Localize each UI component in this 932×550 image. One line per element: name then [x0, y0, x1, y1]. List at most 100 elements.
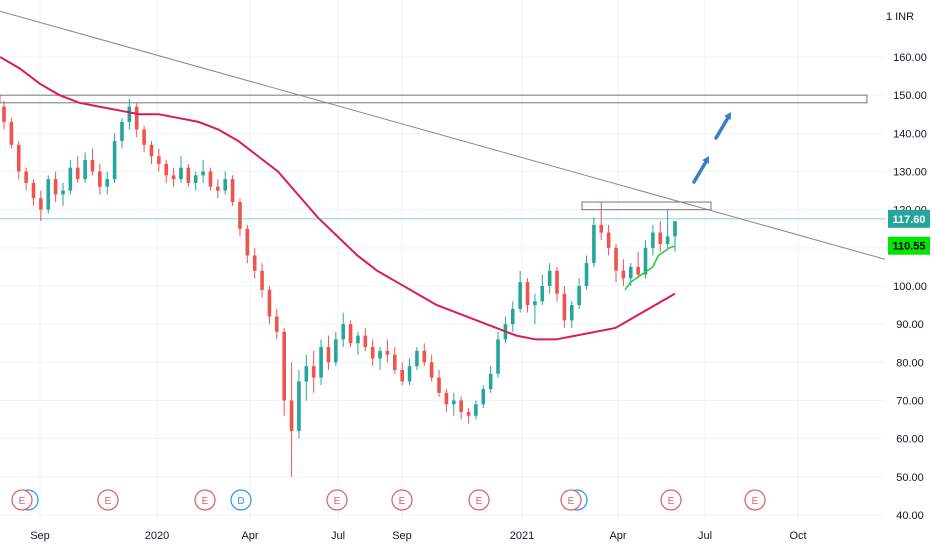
candle-body [474, 404, 478, 416]
candle-body [444, 392, 449, 405]
candle [533, 293, 537, 325]
candle [510, 301, 515, 332]
candle [260, 263, 264, 298]
y-tick-label: 90.00 [896, 319, 924, 331]
candle-body [267, 289, 272, 317]
candle-body [61, 190, 65, 195]
event-label: E [105, 496, 112, 507]
candle [407, 358, 412, 386]
tag-box [888, 209, 930, 228]
event-label: E [752, 496, 759, 507]
candle-series [2, 98, 677, 477]
x-tick-label: Jul [698, 530, 712, 542]
candle [555, 266, 559, 302]
candle-body [385, 350, 390, 355]
candle-body [238, 202, 242, 229]
candle [606, 224, 611, 256]
candle [547, 263, 552, 294]
arrow-annotations[interactable] [692, 112, 731, 184]
up-arrow [714, 112, 731, 140]
candle [282, 327, 286, 416]
candle [75, 156, 80, 183]
candle [245, 224, 250, 264]
candle-body [459, 400, 463, 412]
last-price-tag: 117.60 [888, 209, 930, 228]
candle [459, 396, 463, 420]
candle-body [415, 350, 419, 367]
y-tick-label: 80.00 [896, 357, 924, 369]
earnings-event-marker: E [744, 489, 766, 511]
candle [289, 362, 294, 477]
candle-body [157, 156, 161, 164]
resistance-zones[interactable] [0, 94, 868, 211]
candle [451, 392, 456, 416]
candle-body [9, 121, 14, 145]
x-tick-label: Oct [789, 530, 806, 542]
candle [105, 171, 110, 195]
candle [658, 221, 663, 252]
candle [400, 362, 404, 386]
y-tick-label: 70.00 [896, 396, 924, 408]
candle [540, 274, 545, 306]
candle [267, 286, 272, 325]
candle [385, 339, 390, 363]
candle-body [665, 236, 670, 245]
y-tick-label: 100.00 [893, 281, 927, 293]
candle [24, 167, 28, 191]
earnings-event-marker: E [391, 489, 413, 511]
candle [665, 209, 670, 248]
candle-body [592, 224, 596, 264]
candle-body [334, 339, 338, 363]
candle-body [164, 163, 169, 176]
candle-body [39, 198, 43, 210]
candle [208, 167, 213, 191]
candle-body [540, 286, 545, 302]
candle [149, 140, 154, 164]
candle [378, 347, 382, 370]
trendline-layer[interactable] [0, 10, 886, 260]
event-circle [744, 489, 766, 511]
candle-body [179, 167, 183, 180]
candle-body [208, 171, 213, 187]
x-tick-label: Apr [609, 530, 626, 542]
candle [53, 171, 58, 203]
candle-body [510, 308, 515, 325]
candle-body [31, 182, 36, 199]
tag-text: 117.60 [892, 214, 925, 226]
candle-body [193, 175, 198, 183]
candle-body [75, 167, 80, 180]
candle [127, 98, 132, 130]
candle [621, 259, 626, 286]
candle-body [326, 347, 331, 363]
candle [496, 331, 500, 378]
candle [341, 312, 345, 348]
currency-label[interactable]: 1 INR [886, 11, 914, 23]
candle [466, 408, 471, 424]
event-label: E [19, 496, 26, 507]
candle [179, 156, 183, 183]
tag-text: 110.55 [892, 241, 925, 253]
candle-body [16, 144, 21, 172]
candle [356, 331, 360, 355]
event-circle [468, 489, 490, 511]
candle [238, 198, 242, 237]
candle-body [599, 224, 604, 233]
candle [157, 148, 161, 172]
time-axis[interactable]: Sep 2020 Apr Jul Sep 2021 Apr Jul Oct [30, 530, 806, 542]
candle-body [230, 179, 235, 203]
candle-body [569, 305, 574, 321]
candle [562, 286, 567, 328]
candle-body [466, 411, 471, 416]
candle [584, 255, 589, 290]
x-tick-label: Sep [30, 530, 50, 542]
earnings-event-marker: E [560, 489, 588, 511]
y-tick-label: 150.00 [893, 90, 927, 102]
event-label: D [237, 496, 244, 507]
candle [577, 278, 581, 309]
x-tick-label: Jul [331, 530, 345, 542]
candle-body [275, 316, 279, 332]
candle [142, 125, 146, 153]
event-label: E [334, 496, 341, 507]
